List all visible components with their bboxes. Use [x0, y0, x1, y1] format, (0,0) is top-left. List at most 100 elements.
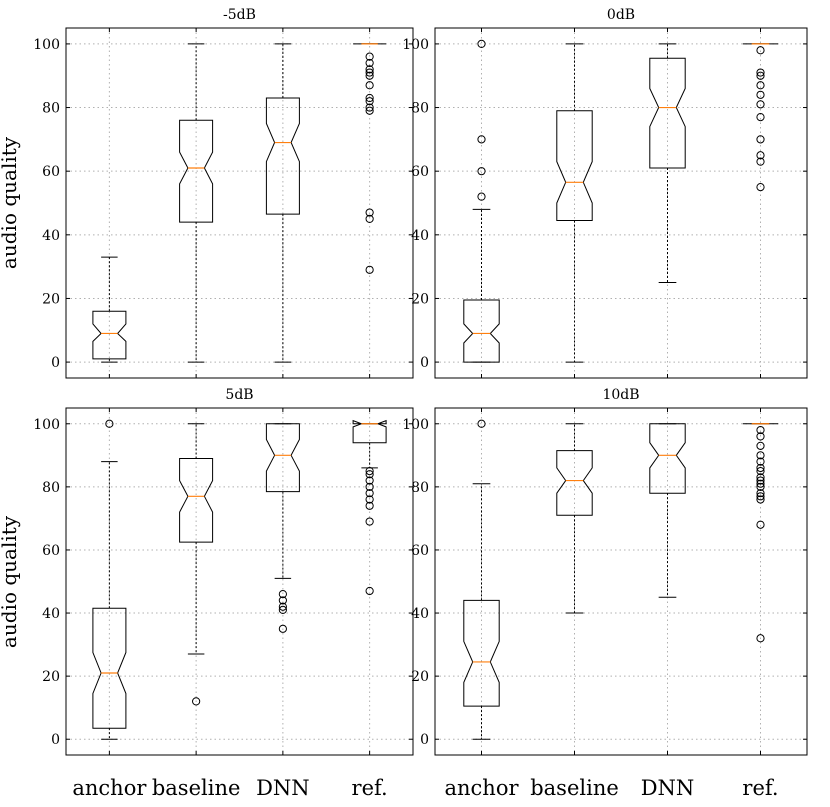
flier-point — [756, 441, 765, 450]
flier-point — [756, 495, 765, 504]
y-tick-label: 40 — [42, 606, 60, 622]
flier-point — [365, 52, 374, 61]
flier-point — [365, 93, 374, 103]
box-ref. — [353, 28, 387, 378]
flier-point — [365, 517, 374, 526]
flier-point — [365, 71, 374, 80]
x-tick-label: ref. — [742, 776, 778, 800]
flier-point — [278, 590, 287, 599]
flier-point — [756, 451, 765, 460]
box-body — [556, 450, 593, 516]
box-body — [179, 458, 214, 543]
box-body — [556, 110, 593, 221]
flier-point — [756, 100, 765, 109]
flier-point — [365, 586, 374, 596]
flier-point — [192, 697, 201, 706]
box-body — [463, 599, 500, 707]
flier-point — [365, 68, 374, 77]
box-anchor — [92, 408, 127, 755]
flier-point — [365, 214, 374, 224]
y-tick-label: 0 — [420, 732, 429, 748]
y-axis-label: audio quality — [0, 136, 21, 269]
flier-point — [756, 634, 765, 643]
box-body — [92, 607, 127, 729]
y-tick-label: 80 — [411, 480, 429, 496]
flier-point — [365, 476, 374, 485]
flier-point — [756, 489, 765, 498]
y-tick-label: 100 — [33, 37, 60, 53]
axes-frame — [65, 27, 414, 379]
x-tick-label: baseline — [152, 776, 241, 800]
flier-point — [365, 65, 374, 74]
box-ref. — [742, 28, 779, 378]
flier-point — [477, 167, 486, 176]
y-tick-label: 80 — [411, 101, 429, 117]
x-tick-label: baseline — [530, 776, 619, 800]
box-baseline — [556, 28, 593, 378]
box-anchor — [463, 408, 500, 755]
y-tick-label: 0 — [51, 355, 60, 371]
y-tick-label: 60 — [42, 543, 60, 559]
x-tick-label: ref. — [352, 776, 388, 800]
flier-point — [477, 192, 486, 201]
flier-point — [756, 457, 765, 466]
panel-title: 10dB — [602, 387, 639, 403]
axes-frame — [434, 27, 808, 379]
box-DNN — [649, 28, 686, 378]
y-tick-label: 20 — [42, 669, 60, 685]
flier-point — [756, 466, 765, 476]
panels: 0 20 40 60 80 100 -5dB audio quality 0 20 40 60 80 10… — [0, 7, 808, 800]
flier-point — [105, 419, 114, 428]
y-tick-label: 40 — [411, 228, 429, 244]
y-tick-label: 80 — [42, 101, 60, 117]
flier-point — [756, 71, 765, 80]
y-tick-label: 40 — [411, 606, 429, 622]
flier-point — [756, 482, 765, 491]
flier-point — [756, 492, 765, 501]
flier-point — [756, 157, 765, 166]
flier-point — [477, 39, 486, 49]
flier-point — [756, 425, 765, 435]
flier-point — [756, 479, 765, 488]
flier-point — [365, 106, 374, 115]
y-tick-label: 100 — [33, 417, 60, 433]
flier-point — [365, 81, 374, 90]
panel-1: 0 20 40 60 80 100 0dB — [402, 7, 808, 379]
y-tick-label: 60 — [42, 164, 60, 180]
y-tick-label: 20 — [411, 669, 429, 685]
flier-point — [365, 495, 374, 504]
flier-point — [756, 81, 765, 90]
flier-point — [756, 46, 765, 55]
y-tick-label: 60 — [411, 164, 429, 180]
box-body — [352, 419, 387, 444]
flier-point — [477, 135, 486, 144]
flier-point — [365, 103, 374, 112]
flier-point — [756, 473, 765, 482]
box-body — [92, 310, 127, 360]
flier-point — [756, 68, 765, 77]
flier-point — [756, 463, 765, 473]
flier-point — [756, 432, 765, 441]
box-body — [649, 57, 686, 169]
panel-0: 0 20 40 60 80 100 -5dB audio quality — [0, 7, 414, 379]
flier-point — [365, 466, 374, 476]
box-baseline — [179, 28, 214, 378]
y-tick-label: 20 — [411, 291, 429, 307]
panel-title: 0dB — [607, 7, 635, 23]
x-tick-label: DNN — [256, 776, 310, 800]
box-DNN — [265, 28, 300, 378]
flier-point — [756, 90, 765, 99]
flier-point — [756, 135, 765, 144]
box-baseline — [179, 408, 214, 755]
flier-point — [365, 208, 374, 217]
flier-point — [365, 482, 374, 491]
y-axis-label: audio quality — [0, 515, 21, 648]
y-tick-label: 80 — [42, 480, 60, 496]
flier-point — [278, 624, 287, 633]
panel-3: 0 20 40 60 80 100 10dB anchor baseline DNN ref. — [402, 387, 808, 800]
y-tick-label: 0 — [51, 732, 60, 748]
x-tick-label: DNN — [641, 776, 695, 800]
flier-point — [756, 151, 765, 160]
y-tick-label: 100 — [402, 37, 429, 53]
x-tick-label: anchor — [444, 776, 519, 800]
